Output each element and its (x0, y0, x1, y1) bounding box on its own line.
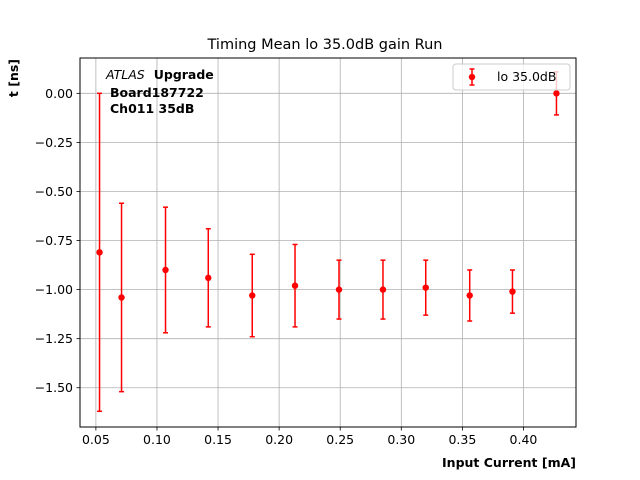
chart-title: Timing Mean lo 35.0dB gain Run (207, 37, 443, 53)
data-point-group (291, 243, 299, 328)
data-point (162, 266, 169, 274)
data-point (466, 292, 473, 299)
y-tick-label: −0.25 (35, 135, 73, 150)
x-tick-label: 0.10 (143, 432, 171, 447)
y-tick-label: −0.75 (35, 233, 73, 248)
legend: lo 35.0dB (452, 63, 571, 91)
upgrade-label: Upgrade (154, 67, 214, 82)
data-point-group (379, 259, 387, 320)
axis-ticks: 0.05 0.10 0.15 0.20 0.25 0.30 0.35 0.40 0.00 −0.2… (35, 86, 538, 447)
x-tick-label: 0.15 (204, 432, 232, 447)
x-axis-label: Input Current [mA] (442, 455, 576, 470)
data-point-group (205, 228, 212, 328)
atlas-label: ATLAS (105, 67, 145, 82)
data-point (249, 292, 256, 299)
grid-lines (80, 58, 576, 427)
atlas-annotation: ATLAS Upgrade Board187722 Ch011 35dB (105, 67, 214, 116)
legend-series-label: lo 35.0dB (497, 69, 556, 84)
y-tick-label: −1.00 (35, 282, 73, 297)
channel-label: Ch011 35dB (110, 101, 194, 116)
data-point (422, 284, 429, 291)
y-tick-label: −1.25 (35, 331, 73, 346)
data-point (291, 282, 299, 289)
data-point (553, 90, 560, 97)
data-point-group (335, 259, 343, 320)
data-point (509, 288, 516, 295)
svg-text:ATLAS Upgrade: ATLAS Upgrade (105, 67, 214, 82)
data-series (96, 70, 560, 413)
y-tick-label: −1.50 (35, 380, 73, 395)
data-point-group (422, 259, 429, 316)
legend-marker (468, 73, 476, 81)
x-tick-label: 0.05 (82, 432, 110, 447)
legend-frame (452, 63, 571, 91)
data-point-group (162, 206, 169, 334)
data-point (205, 274, 212, 282)
y-axis-label: t [ns] (6, 59, 21, 97)
data-point-group (96, 92, 103, 413)
data-point-group (466, 269, 473, 322)
y-tick-label: 0.00 (45, 86, 73, 101)
x-tick-label: 0.35 (448, 432, 476, 447)
data-point (96, 249, 103, 256)
data-point-group (509, 269, 516, 314)
data-point (118, 294, 125, 301)
y-tick-label: −0.50 (35, 184, 73, 199)
data-point-group (118, 202, 125, 393)
x-tick-label: 0.20 (265, 432, 293, 447)
x-tick-label: 0.40 (510, 432, 538, 447)
x-tick-label: 0.30 (387, 432, 415, 447)
data-point (379, 286, 387, 293)
data-point-group (249, 253, 256, 338)
x-tick-label: 0.25 (326, 432, 354, 447)
plot-frame (79, 57, 577, 428)
data-point (335, 286, 343, 293)
board-label: Board187722 (110, 85, 204, 100)
